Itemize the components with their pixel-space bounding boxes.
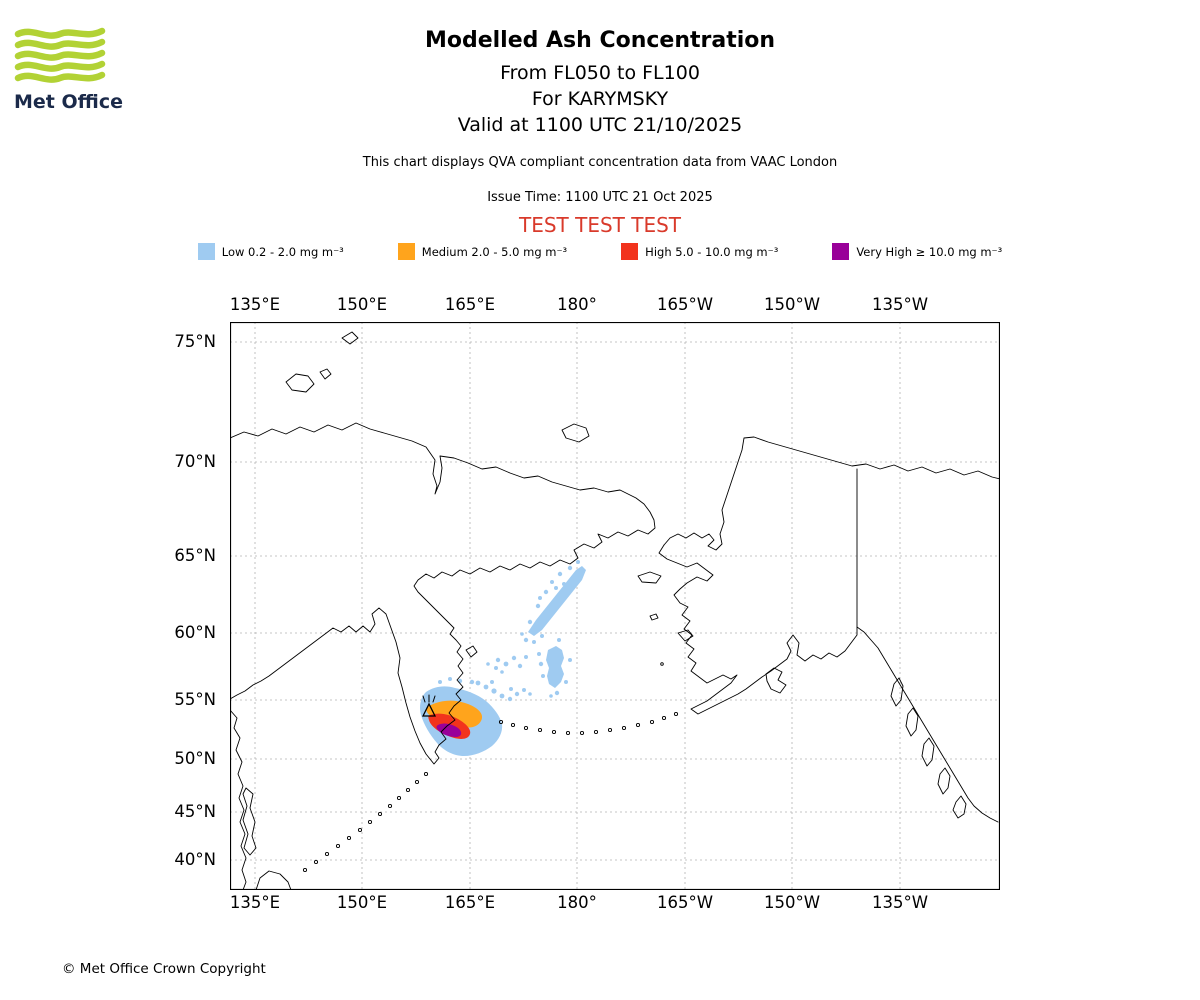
legend-swatch-high-icon (621, 243, 639, 260)
x-tick-top-180: 180° (557, 295, 597, 314)
coastline-alaska-north (663, 436, 1000, 551)
island-arctic-a (285, 373, 315, 393)
legend-item-very-high: Very High ≥ 10.0 mg m⁻³ (832, 243, 1002, 260)
legend: Low 0.2 - 2.0 mg m⁻³ Medium 2.0 - 5.0 mg… (0, 243, 1200, 260)
x-tick-top-165e: 165°E (444, 295, 496, 314)
island-sakhalin (242, 787, 257, 856)
legend-item-low: Low 0.2 - 2.0 mg m⁻³ (197, 243, 344, 260)
ash-layer-medium (426, 700, 483, 728)
x-tick-top-150e: 150°E (336, 295, 388, 314)
flight-level-line: From FL050 to FL100 (500, 62, 700, 84)
legend-label-low: Low 0.2 - 2.0 mg m⁻³ (221, 244, 344, 259)
test-banner: TEST TEST TEST (518, 213, 681, 237)
map-border (230, 322, 1000, 890)
x-tick-top-165w: 165°W (656, 295, 714, 314)
y-tick-65n: 65°N (174, 546, 216, 565)
x-tick-top-135e: 135°E (229, 295, 281, 314)
y-tick-55n: 55°N (174, 690, 216, 709)
legend-item-high: High 5.0 - 10.0 mg m⁻³ (621, 243, 778, 260)
x-tick-bottom-150e: 150°E (336, 893, 388, 912)
legend-swatch-medium-icon (397, 243, 415, 260)
island-st-lawrence (637, 571, 662, 584)
ash-low-patch-60n-speckles (537, 638, 572, 698)
alexander-archipelago-islands (890, 677, 967, 819)
volcano-triangle-icon (421, 702, 437, 717)
kuril-islands (302, 771, 429, 873)
y-tick-40n: 40°N (174, 850, 216, 869)
met-office-logo: Met Office (14, 26, 124, 113)
island-arctic-b (319, 368, 332, 380)
ash-map (230, 322, 1000, 890)
coastline-okhotsk-west (230, 709, 247, 890)
ash-low-patch-west-bering (486, 655, 528, 674)
y-tick-45n: 45°N (174, 802, 216, 821)
valid-time-line: Valid at 1100 UTC 21/10/2025 (457, 114, 743, 136)
island-pribilof (660, 662, 664, 666)
issue-time: Issue Time: 1100 UTC 21 Oct 2025 (487, 190, 713, 205)
y-tick-60n: 60°N (174, 623, 216, 642)
y-tick-50n: 50°N (174, 749, 216, 768)
x-tick-top-150w: 150°W (763, 295, 821, 314)
graticule-grid (230, 322, 1000, 890)
ash-low-patch-diagonal-speckles (520, 560, 580, 644)
island-kodiak (765, 667, 787, 694)
chart-header: Modelled Ash Concentration From FL050 to… (0, 28, 1200, 237)
x-tick-bottom-135w: 135°W (871, 893, 929, 912)
legend-label-medium: Medium 2.0 - 5.0 mg m⁻³ (421, 244, 568, 259)
island-karaginsky (465, 645, 478, 658)
legend-label-very-high: Very High ≥ 10.0 mg m⁻³ (856, 244, 1003, 259)
ash-low-speckle-trail (438, 677, 532, 702)
qva-description: This chart displays QVA compliant concen… (362, 155, 838, 170)
x-tick-bottom-165e: 165°E (444, 893, 496, 912)
coastline-hokkaido (255, 870, 292, 890)
coastline-alaska-west-south (658, 544, 999, 823)
legend-swatch-low-icon (197, 243, 215, 260)
page-title: Modelled Ash Concentration (424, 28, 776, 53)
island-nunivak (677, 629, 694, 642)
x-tick-top-135w: 135°W (871, 295, 929, 314)
met-office-logo-mark (14, 27, 106, 83)
island-arctic-c (341, 331, 359, 345)
island-wrangel (561, 423, 590, 443)
x-tick-bottom-135e: 135°E (229, 893, 281, 912)
ash-low-patch-60n (546, 646, 564, 688)
coastline-siberia-kamchatka (230, 422, 656, 765)
aleutian-islands (498, 711, 679, 736)
legend-swatch-very-high-icon (832, 243, 850, 260)
volcano-marker-karymsky (421, 694, 437, 717)
volcano-plume-icon (422, 694, 436, 703)
island-st-matthew (649, 613, 659, 621)
coastlines (230, 331, 1000, 890)
ash-low-patch-diagonal (528, 566, 586, 636)
x-tick-bottom-165w: 165°W (656, 893, 714, 912)
x-tick-bottom-180: 180° (557, 893, 597, 912)
x-tick-bottom-150w: 150°W (763, 893, 821, 912)
y-tick-70n: 70°N (174, 452, 216, 471)
legend-item-medium: Medium 2.0 - 5.0 mg m⁻³ (397, 243, 568, 260)
legend-label-high: High 5.0 - 10.0 mg m⁻³ (645, 244, 779, 259)
copyright-notice: © Met Office Crown Copyright (62, 961, 266, 977)
y-tick-75n: 75°N (174, 332, 216, 351)
volcano-line: For KARYMSKY (531, 88, 669, 110)
met-office-logo-text: Met Office (14, 91, 123, 113)
